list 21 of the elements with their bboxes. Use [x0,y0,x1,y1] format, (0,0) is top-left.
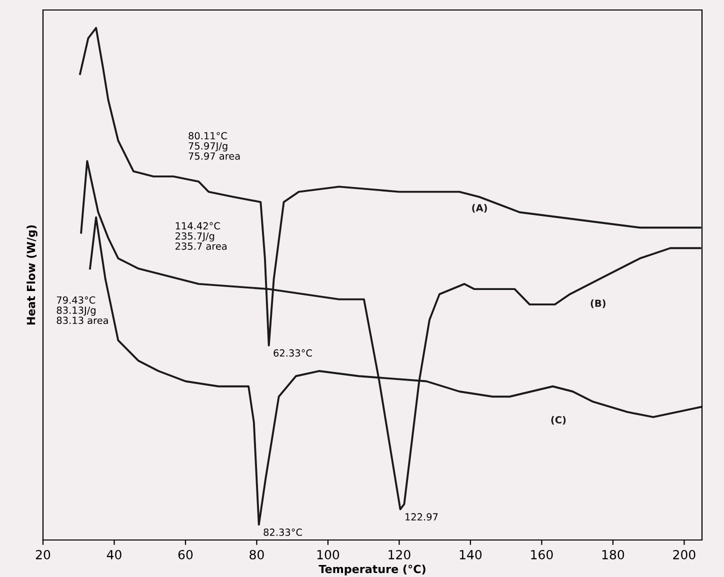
annotation: 122.97 [406,513,438,521]
annotation: 114.42°C 235.7J/g 235.7 area [176,222,227,250]
x-tick-label: 100 [317,550,340,560]
x-tick-label: 120 [388,550,410,560]
x-tick-label: 40 [106,550,122,560]
x-tick-label: 160 [531,550,553,560]
x-tick-label: 20 [36,550,50,560]
annotation: 62.33°C [274,349,312,357]
x-axis-title: Temperature (°C) [318,564,426,576]
series-label: (B) [590,299,606,308]
y-axis-title: Heat Flow (W/g) [26,225,38,325]
series-label: (A) [472,204,487,213]
x-tick-label: 140 [460,550,482,560]
annotation: 80.11°C 75.97J/g 75.97 area [188,132,240,160]
x-tick-label: 60 [178,550,193,560]
annotation: 79.43°C 83.13J/g 83.13 area [56,296,108,324]
annotation: 82.33°C [264,528,302,536]
x-tick-label: 200 [673,550,696,560]
text: (C) [551,416,566,425]
x-tick-label: 180 [602,550,624,560]
x-tick-label: 80 [250,550,264,560]
